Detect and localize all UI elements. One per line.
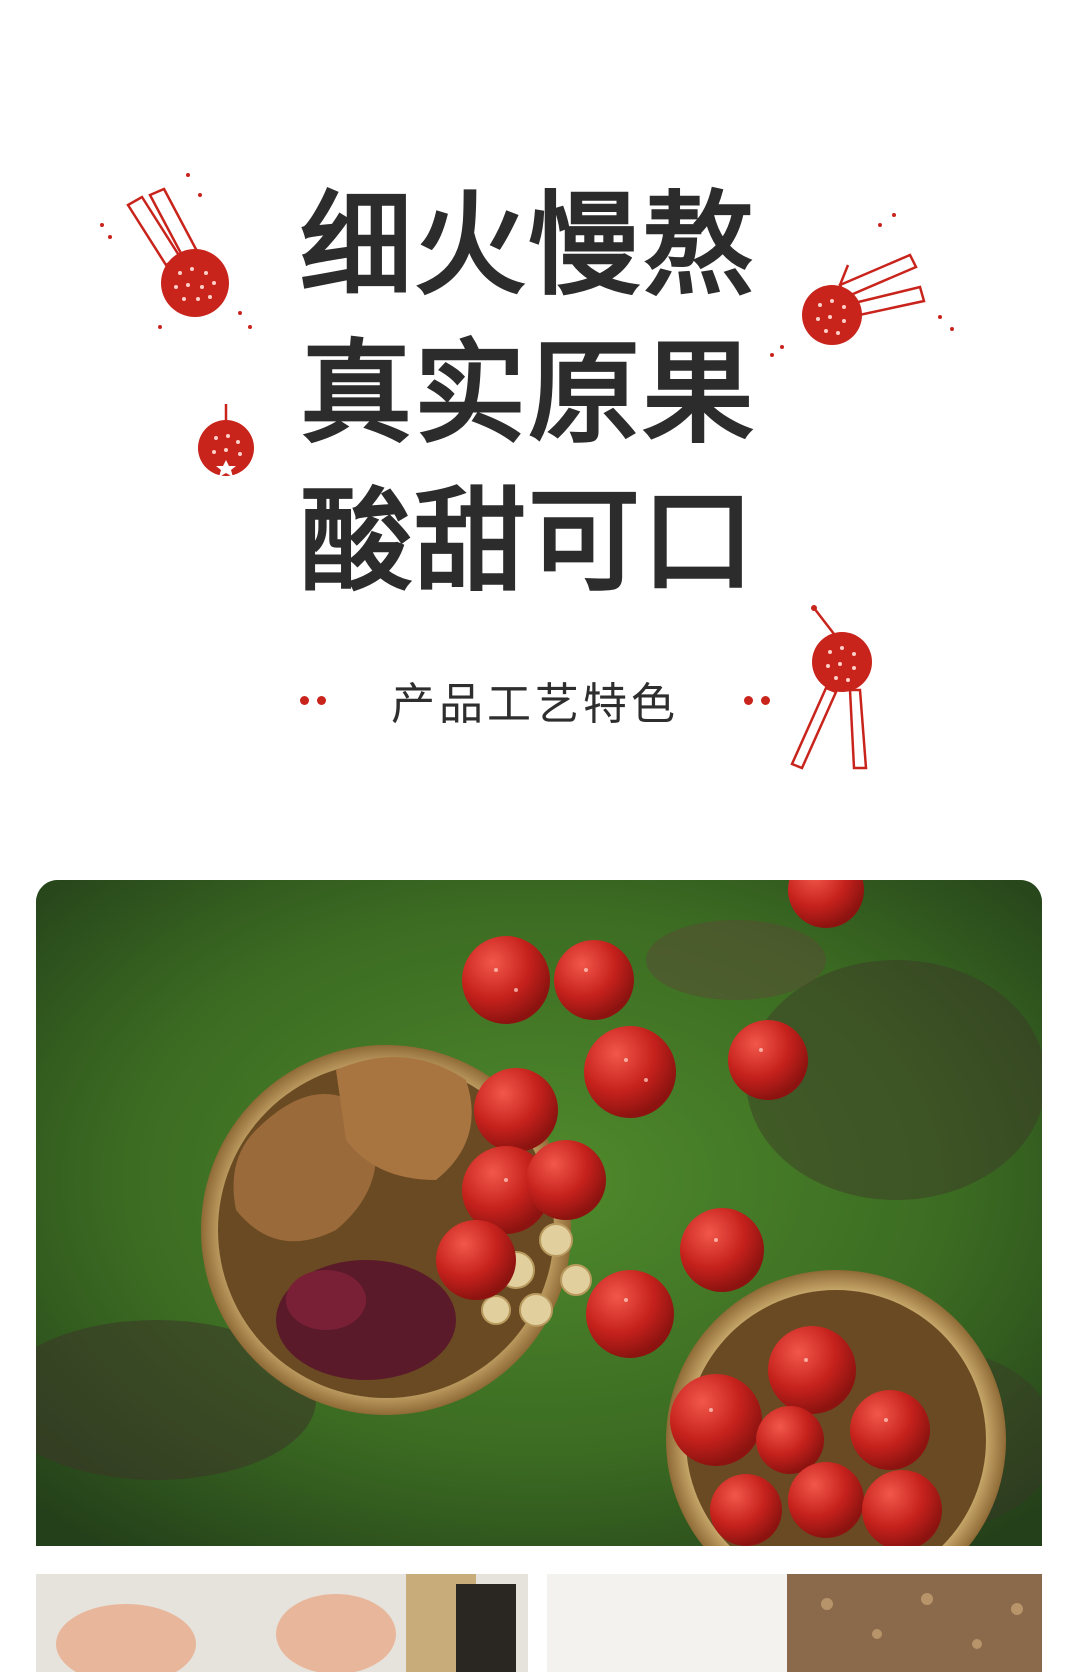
headline-line-3: 酸甜可口 (300, 477, 756, 607)
thumbnail-photo-left (36, 1574, 528, 1672)
headline: 细火慢熬 真实原果 酸甜可口 (300, 172, 800, 616)
hawthorn-doodle-icon (790, 605, 872, 770)
section-label: 产品工艺特色 (391, 679, 679, 730)
headline-line-1: 细火慢熬 (300, 181, 756, 311)
dot-separator-left-icon (300, 695, 326, 705)
dot-separator-right-icon (744, 695, 770, 705)
hawthorn-doodle-icon (198, 404, 254, 477)
thumbnail-photo-right (547, 1574, 1042, 1672)
hero-photo (36, 880, 1042, 1546)
hawthorn-doodle-icon (100, 173, 252, 329)
hawthorn-doodle-icon (770, 213, 954, 357)
section-label-row: 产品工艺特色 (300, 670, 770, 730)
headline-line-2: 真实原果 (300, 329, 756, 459)
